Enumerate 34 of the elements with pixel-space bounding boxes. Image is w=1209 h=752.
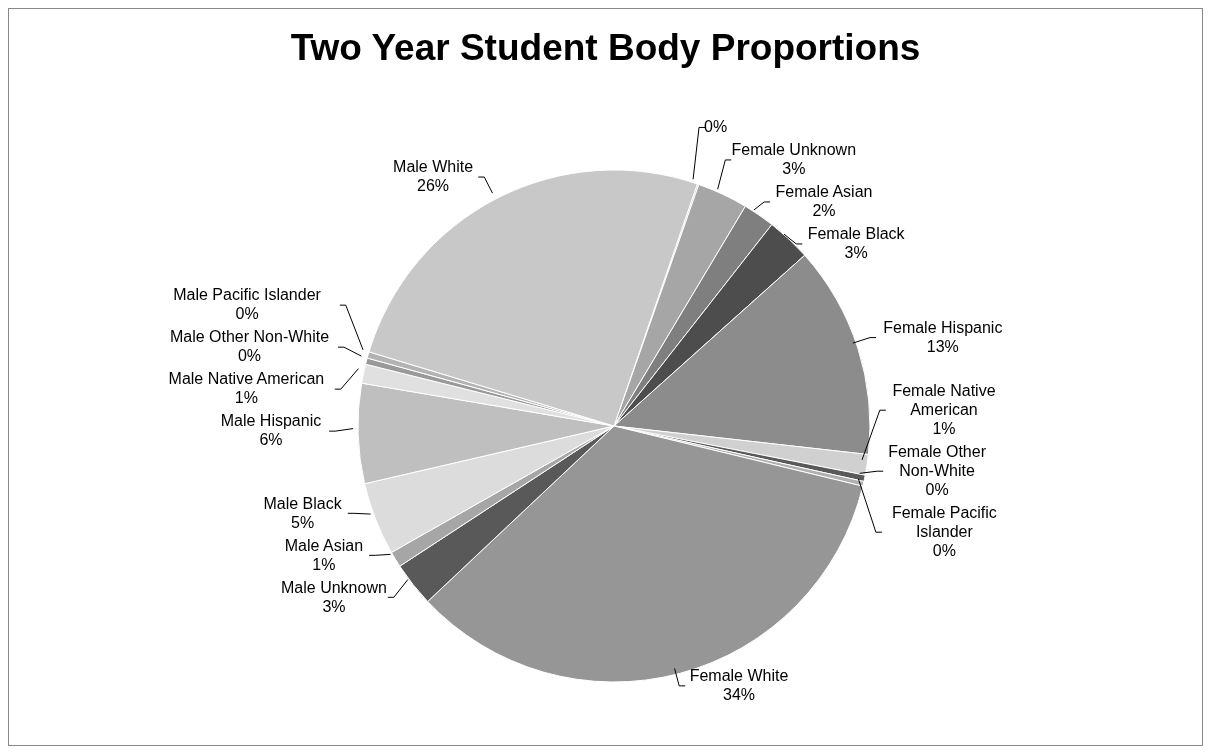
slice-label: Male Pacific Islander xyxy=(173,286,322,304)
slice-label: Female Unknown xyxy=(731,141,857,159)
slice-label: Male White xyxy=(393,158,474,176)
slice-label: Female Hispanic xyxy=(883,318,1003,336)
slice-label: Female Black xyxy=(807,225,906,243)
slice-label: Male Unknown xyxy=(281,578,387,596)
slice-label: Female Native American xyxy=(892,381,996,418)
slice-label: Male Native American xyxy=(168,370,325,388)
data-label: 0% xyxy=(925,480,949,498)
slice-label: Male Hispanic xyxy=(220,412,322,430)
data-label: 2% xyxy=(812,202,836,220)
slice-label: Male Other Non-White xyxy=(169,328,330,346)
slice-label: Male Asian xyxy=(284,536,364,554)
data-label: 5% xyxy=(290,513,315,531)
slice-label: Male Black xyxy=(263,494,343,512)
data-label: 26% xyxy=(417,177,450,195)
slice-label: Female Asian xyxy=(775,183,873,201)
data-label: 0% xyxy=(235,305,259,323)
data-label: 0% xyxy=(237,347,262,365)
data-label: 1% xyxy=(312,555,336,573)
slice-label: Female Pacific Islander xyxy=(891,503,997,540)
data-label: 3% xyxy=(782,160,806,178)
data-label: 3% xyxy=(844,244,868,262)
data-label: 6% xyxy=(259,431,283,449)
data-label: 0% xyxy=(932,541,956,559)
slice-label: Female White xyxy=(689,667,789,685)
data-label: 1% xyxy=(932,419,956,437)
data-label: 1% xyxy=(234,389,258,407)
data-label: 3% xyxy=(322,597,346,615)
data-label: 0% xyxy=(704,118,728,136)
chart-title: Two Year Student Body Proportions xyxy=(289,27,922,69)
data-label: 13% xyxy=(926,337,959,355)
data-label: 34% xyxy=(723,686,756,704)
slice-label: Female Other Non-White xyxy=(888,442,987,479)
